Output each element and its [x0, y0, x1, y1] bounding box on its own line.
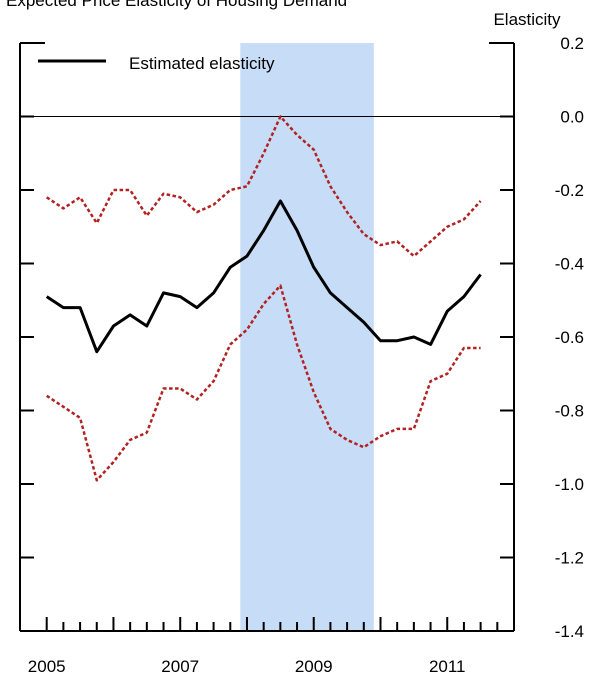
x-tick-label: 2011	[429, 657, 466, 676]
estimated-elasticity-line	[45, 199, 482, 354]
y-tick-label: -0.6	[555, 328, 584, 347]
lower-band-line	[46, 284, 481, 482]
x-tick-label: 2007	[161, 657, 199, 676]
legend: Estimated elasticity	[38, 54, 275, 73]
y-tick-label: -0.2	[555, 181, 584, 200]
upper-band-line	[46, 115, 482, 258]
y-tick-label: 0.0	[560, 108, 584, 127]
y-tick-label: -0.8	[555, 402, 584, 421]
y-tick-label: 0.2	[560, 34, 584, 53]
y-tick-label: -1.4	[555, 622, 584, 641]
x-axis-ticks	[45, 617, 499, 631]
y-tick-label: -0.4	[555, 255, 584, 274]
y-tick-label: -1.2	[555, 549, 584, 568]
x-tick-label: 2005	[28, 657, 66, 676]
series-lines	[45, 115, 482, 482]
shaded-period	[240, 43, 374, 631]
x-axis-tick-labels: 2005 2007 2009 2011	[28, 657, 466, 676]
y-axis-ticks	[20, 42, 514, 632]
chart-title: Expected Price Elasticity of Housing Dem…	[6, 0, 347, 10]
x-tick-label: 2009	[295, 657, 333, 676]
y-axis-label: Elasticity	[493, 10, 561, 29]
y-axis-tick-labels: 0.2 0.0 -0.2 -0.4 -0.6 -0.8 -1.0 -1.2 -1.4	[555, 34, 584, 641]
legend-label-estimated-elasticity: Estimated elasticity	[129, 54, 275, 73]
shaded-period-band	[240, 43, 374, 631]
y-tick-label: -1.0	[555, 475, 584, 494]
